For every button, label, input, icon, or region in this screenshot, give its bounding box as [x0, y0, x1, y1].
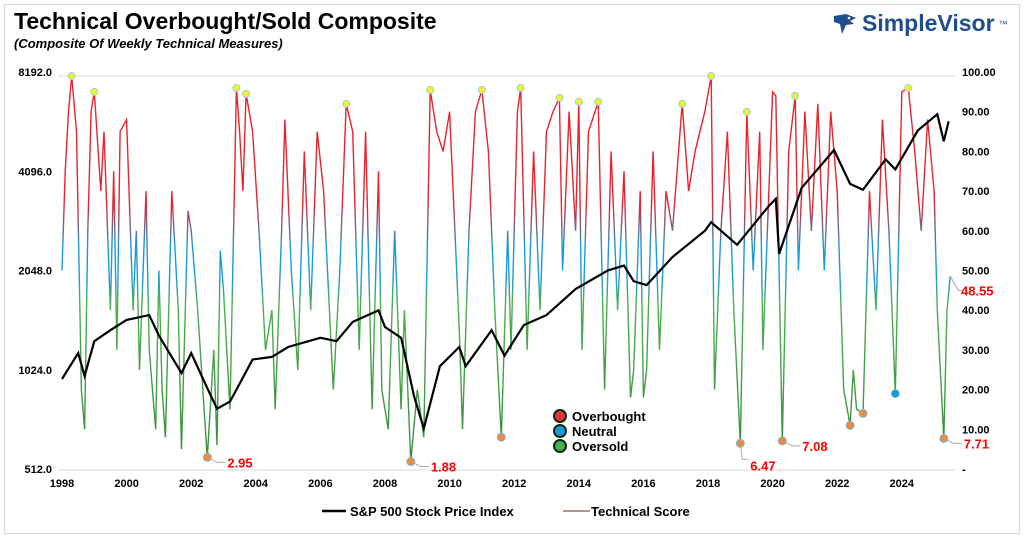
- x-tick-label: 2000: [114, 478, 138, 490]
- y-right-tick-label: 80.00: [962, 146, 990, 158]
- x-tick-label: 2020: [760, 478, 784, 490]
- zone-legend-label: Neutral: [572, 424, 617, 439]
- y-right-tick-label: -: [962, 464, 966, 476]
- oversold-trough-marker: [496, 432, 506, 442]
- zone-legend-label: Overbought: [572, 409, 646, 424]
- logo-trademark: ™: [998, 18, 1008, 29]
- eagle-icon: [834, 13, 856, 34]
- x-tick-label: 2008: [373, 478, 397, 490]
- sp500-line: [61, 112, 950, 433]
- y-left-tick-label: 4096.0: [18, 166, 52, 178]
- legend-technical-score-label: Technical Score: [591, 504, 690, 519]
- y-right-tick-label: 90.00: [962, 107, 990, 119]
- oversold-trough-marker: [845, 420, 855, 430]
- y-right-tick-label: 20.00: [962, 385, 990, 397]
- overbought-peak-marker: [555, 93, 564, 102]
- oversold-trough-marker: [735, 438, 745, 448]
- logo-text: SimpleVisor: [862, 10, 995, 36]
- zone-legend-label: Oversold: [572, 439, 628, 454]
- x-tick-label: 2016: [631, 478, 655, 490]
- x-tick-label: 2024: [890, 478, 915, 490]
- label-leader-line: [739, 443, 749, 460]
- x-tick-label: 2018: [696, 478, 720, 490]
- zone-legend-neutral-icon: [553, 424, 567, 438]
- y-right-tick-label: 30.00: [962, 345, 990, 357]
- x-tick-label: 2014: [567, 478, 592, 490]
- x-tick-label: 2022: [825, 478, 849, 490]
- label-leader-line: [949, 276, 965, 291]
- y-left-tick-label: 8192.0: [18, 67, 52, 79]
- y-right-tick-label: 60.00: [962, 226, 990, 238]
- overbought-peak-marker: [594, 97, 603, 106]
- zone-legend-overbought-icon: [553, 409, 567, 423]
- overbought-peak-marker: [67, 71, 76, 80]
- trough-value-label: 1.88: [431, 460, 456, 475]
- overbought-peak-marker: [707, 71, 716, 80]
- overbought-peak-marker: [516, 83, 525, 92]
- x-tick-label: 2010: [437, 478, 461, 490]
- y-left-tick-label: 512.0: [24, 464, 52, 476]
- oversold-trough-marker: [890, 389, 900, 399]
- y-right-tick-label: 40.00: [962, 305, 990, 317]
- overbought-peak-marker: [242, 89, 251, 98]
- overbought-peak-marker: [477, 85, 486, 94]
- trough-value-label: 6.47: [750, 458, 775, 473]
- oversold-trough-marker: [777, 436, 787, 446]
- technical-score-line: [61, 75, 951, 462]
- x-tick-label: 1998: [50, 478, 74, 490]
- chart-frame: [4, 4, 1020, 534]
- overbought-peak-marker: [90, 87, 99, 96]
- x-tick-label: 2002: [179, 478, 203, 490]
- chart-title: Technical Overbought/Sold Composite: [14, 8, 437, 34]
- oversold-trough-marker: [858, 408, 868, 418]
- y-left-tick-label: 2048.0: [18, 266, 52, 278]
- overbought-peak-marker: [426, 85, 435, 94]
- oversold-trough-marker: [939, 433, 949, 443]
- oversold-trough-marker: [202, 452, 212, 462]
- overbought-peak-marker: [904, 83, 913, 92]
- zone-legend-oversold-icon: [553, 439, 567, 453]
- x-tick-label: 2012: [502, 478, 526, 490]
- trough-value-label: 7.71: [964, 436, 989, 451]
- trough-value-label: 2.95: [227, 455, 252, 470]
- legend-sp500-label: S&P 500 Stock Price Index: [350, 504, 515, 519]
- trough-value-label: 7.08: [802, 439, 827, 454]
- y-right-tick-label: 100.00: [962, 67, 996, 79]
- y-right-tick-label: 70.00: [962, 186, 990, 198]
- overbought-peak-marker: [232, 83, 241, 92]
- x-tick-label: 2006: [308, 478, 332, 490]
- overbought-peak-marker: [342, 99, 351, 108]
- y-left-tick-label: 1024.0: [18, 365, 52, 377]
- chart-subtitle: (Composite Of Weekly Technical Measures): [14, 36, 283, 51]
- last-value-label: 48.55: [961, 283, 994, 298]
- y-right-tick-label: 50.00: [962, 266, 990, 278]
- overbought-peak-marker: [742, 107, 751, 116]
- oversold-trough-marker: [406, 457, 416, 467]
- overbought-peak-marker: [574, 97, 583, 106]
- y-right-tick-label: 10.00: [962, 424, 990, 436]
- overbought-peak-marker: [791, 91, 800, 100]
- simplevisor-logo: SimpleVisor ™: [832, 10, 1008, 37]
- overbought-peak-marker: [678, 99, 687, 108]
- x-tick-label: 2004: [244, 478, 269, 490]
